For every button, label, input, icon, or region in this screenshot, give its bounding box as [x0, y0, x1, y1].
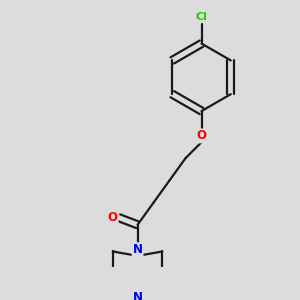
Text: N: N [133, 291, 142, 300]
Text: Cl: Cl [196, 12, 208, 22]
Text: O: O [108, 211, 118, 224]
Text: N: N [133, 243, 142, 256]
Text: O: O [196, 129, 206, 142]
